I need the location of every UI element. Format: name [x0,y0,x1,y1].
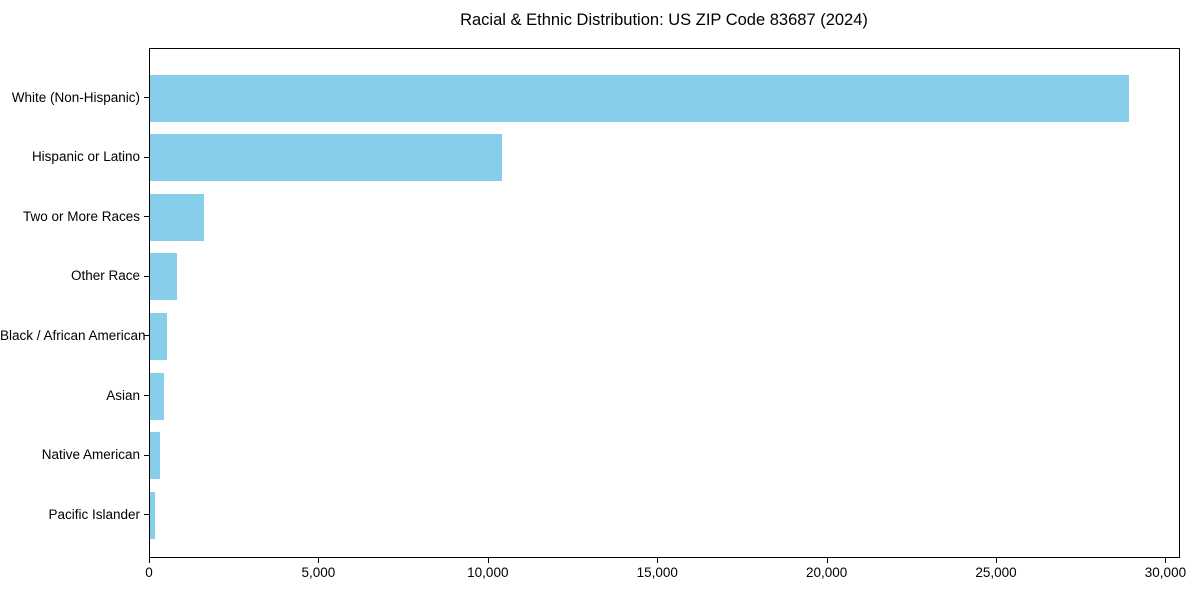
y-tick-label-white-non-hispanic: White (Non-Hispanic) [11,89,140,105]
x-tick-mark [826,558,828,563]
y-tick-mark [144,335,149,337]
bar-white-non-hispanic [150,74,1130,122]
x-tick-label-20000: 20,000 [805,565,848,580]
y-tick-label-other-race: Other Race [70,268,140,284]
x-tick-label-15000: 15,000 [636,565,678,580]
y-tick-mark [144,454,149,456]
x-tick-mark [1165,558,1167,563]
x-tick-label-10000: 10,000 [467,565,509,580]
y-tick-mark [144,156,149,158]
x-tick-mark [487,558,489,563]
bar-other-race [150,253,178,301]
y-tick-mark [144,97,149,98]
bar-hispanic-or-latino [150,134,503,182]
x-tick-label-25000: 25,000 [975,565,1017,580]
bar-native-american [150,432,161,480]
y-tick-label-pacific-islander: Pacific Islander [48,506,140,522]
y-tick-mark [144,216,149,218]
y-tick-label-native-american: Native American [41,447,140,463]
bar-two-or-more-races [150,193,205,241]
x-tick-label-0: 0 [145,565,153,580]
x-tick-label-5000: 5,000 [301,565,336,580]
bar-pacific-islander [150,491,155,539]
y-tick-mark [144,395,149,396]
y-tick-label-two-or-more-races: Two or More Races [22,208,140,224]
y-tick-mark [144,275,149,277]
x-tick-label-30000: 30,000 [1144,565,1187,580]
y-tick-mark [144,514,149,516]
plot-area [149,48,1180,558]
bar-asian [150,372,164,420]
chart-title: Racial & Ethnic Distribution: US ZIP Cod… [460,11,868,29]
x-tick-mark [318,558,320,563]
y-tick-label-black-african-american: Black / African American [0,327,146,343]
x-tick-mark [657,558,659,563]
x-tick-mark [149,558,150,563]
bar-black-african-american [150,312,167,360]
x-tick-mark [996,558,998,563]
y-tick-label-hispanic-or-latino: Hispanic or Latino [31,149,140,165]
y-tick-label-asian: Asian [106,387,140,403]
